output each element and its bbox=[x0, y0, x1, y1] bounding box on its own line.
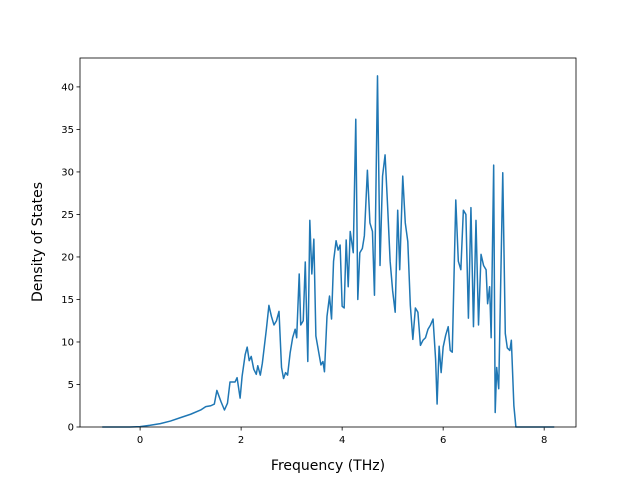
y-tick-label: 5 bbox=[68, 380, 74, 391]
y-tick-label: 30 bbox=[61, 167, 74, 178]
y-tick-label: 15 bbox=[61, 295, 74, 306]
y-tick-label: 25 bbox=[61, 210, 74, 221]
data-line bbox=[102, 75, 555, 428]
x-tick-label: 0 bbox=[137, 435, 143, 446]
y-tick-label: 10 bbox=[61, 337, 74, 348]
x-axis-label: Frequency (THz) bbox=[271, 458, 385, 474]
x-tick-label: 4 bbox=[339, 435, 345, 446]
y-tick-label: 20 bbox=[61, 252, 74, 263]
x-tick-label: 2 bbox=[238, 435, 244, 446]
y-axis-label: Density of States bbox=[30, 182, 46, 302]
x-tick-label: 8 bbox=[541, 435, 547, 446]
y-tick-label: 35 bbox=[61, 125, 74, 136]
x-tick-label: 6 bbox=[440, 435, 446, 446]
plot-frame bbox=[79, 57, 577, 428]
y-tick-label: 40 bbox=[61, 82, 74, 93]
y-tick-label: 0 bbox=[68, 423, 74, 434]
